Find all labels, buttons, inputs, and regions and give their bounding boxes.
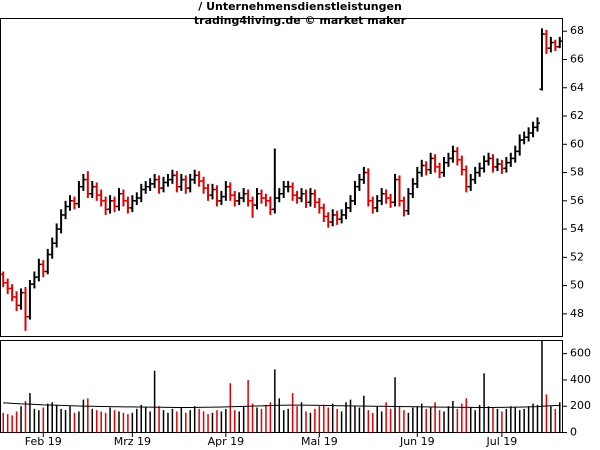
y-tick-label: 56 [570,194,584,207]
price-panel [0,18,563,337]
y-tick-label: 600 [570,347,591,360]
x-tick-label: Apr 19 [208,435,245,448]
x-tick-label: Mai 19 [301,435,338,448]
chart-title: / Unternehmensdienstleistungen [198,0,402,13]
y-tick-label: 60 [570,137,584,150]
y-tick-label: 0 [570,426,577,439]
x-tick-label: Jun 19 [399,435,435,448]
chart-subtitle: trading4living.de © market maker [194,14,407,27]
y-tick-label: 48 [570,307,584,320]
y-tick-label: 68 [570,24,584,37]
y-tick-label: 62 [570,109,584,122]
y-tick-label: 400 [570,373,591,386]
y-tick-label: 66 [570,52,584,65]
y-tick-label: 64 [570,81,584,94]
y-tick-label: 200 [570,399,591,412]
volume-average [3,402,560,409]
y-tick-label: 52 [570,250,584,263]
y-tick-label: 58 [570,166,584,179]
x-tick-label: Mrz 19 [114,435,151,448]
y-tick-label: 50 [570,279,584,292]
x-tick-label: Jul 19 [486,435,518,448]
volume-panel [0,340,563,433]
x-tick-label: Feb 19 [25,435,62,448]
y-tick-label: 54 [570,222,584,235]
